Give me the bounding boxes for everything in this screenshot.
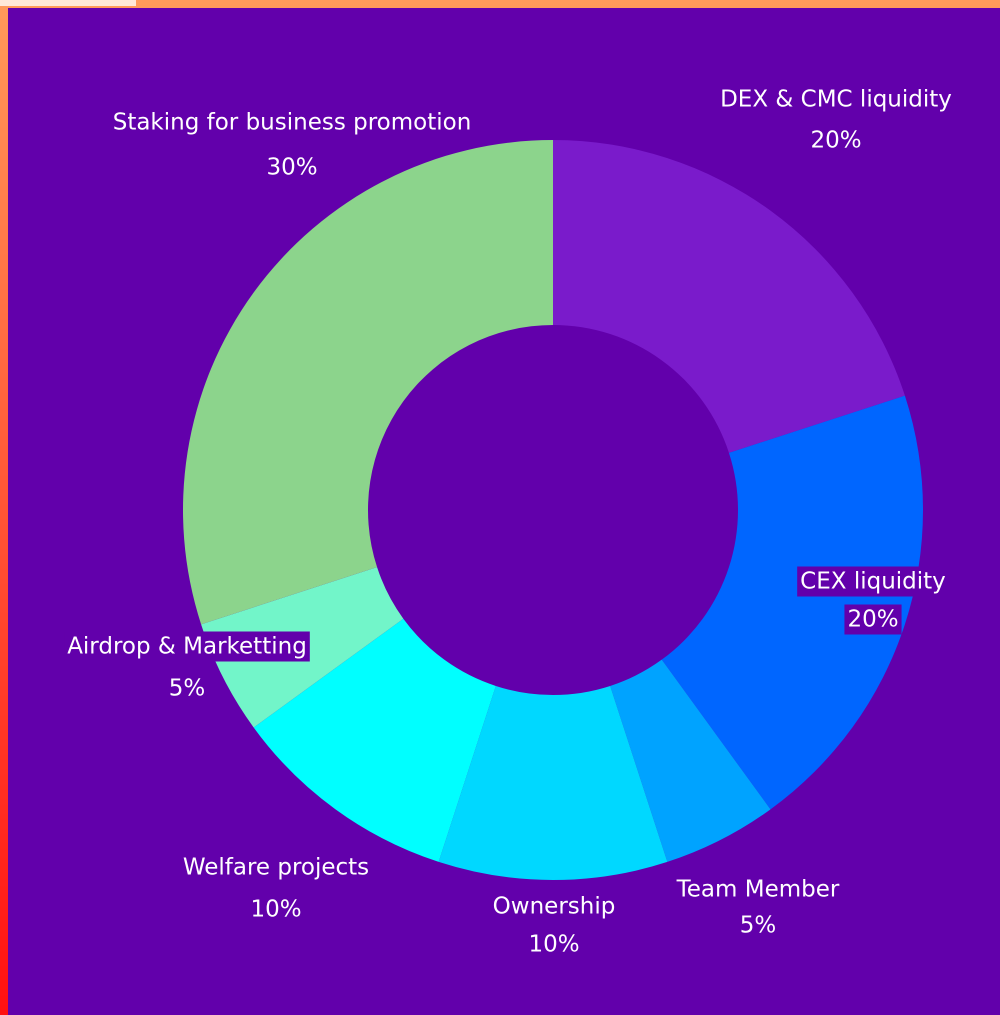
- slice-value-label: 20%: [847, 607, 898, 633]
- slice-value-label: 10%: [250, 897, 301, 923]
- slices: [182, 140, 923, 880]
- slice: [553, 140, 905, 453]
- slice-label: Ownership: [493, 894, 616, 920]
- label-background: [165, 673, 209, 704]
- slice-label: Staking for business promotion: [113, 110, 472, 136]
- slice-label: Team Member: [676, 877, 840, 903]
- slice: [253, 618, 496, 862]
- slice: [438, 685, 668, 880]
- slice-label: DEX & CMC liquidity: [720, 87, 952, 113]
- slice: [610, 659, 771, 862]
- slice-label: Airdrop & Marketting: [67, 634, 307, 660]
- label-background: [844, 604, 902, 635]
- slice-label: CEX liquidity: [800, 569, 946, 595]
- slice: [182, 140, 553, 625]
- slice: [661, 395, 923, 810]
- slice-value-label: 5%: [169, 676, 206, 702]
- frame-edge: [0, 0, 136, 6]
- slice-value-label: 20%: [810, 128, 861, 154]
- label-background: [797, 566, 949, 597]
- slice-label: Welfare projects: [183, 855, 369, 881]
- slice-value-label: 30%: [266, 155, 317, 181]
- slice-value-label: 10%: [528, 932, 579, 958]
- label-background: [64, 631, 310, 662]
- slice-value-label: 5%: [740, 913, 777, 939]
- labels: DEX & CMC liquidity 20% CEX liquidity 20% Te…: [64, 87, 952, 958]
